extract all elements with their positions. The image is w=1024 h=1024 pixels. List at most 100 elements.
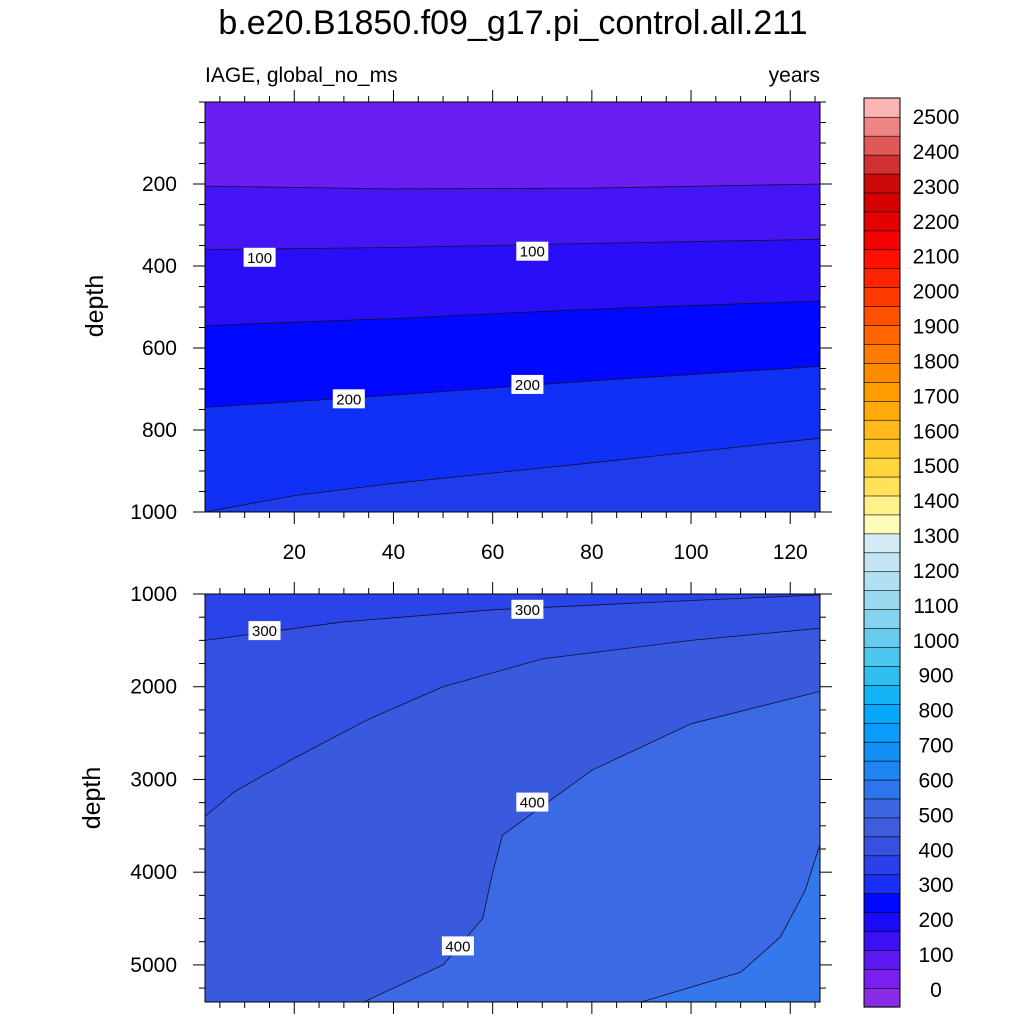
colorbar-label: 2100 [913,246,960,269]
colorbar-box [863,590,901,610]
upper-contour-line [205,300,820,326]
colorbar-box [863,817,901,838]
colorbar-box [863,135,901,156]
upper-xtick-label: 100 [674,541,709,564]
colorbar: 0 100 200 300 400 500 600 700 800 900 1000 1100 1200… [863,97,960,1008]
colorbar-label: 1900 [913,316,960,339]
colorbar-box [863,514,901,535]
colorbar-box [863,287,901,307]
upper-xtick-label: 60 [481,541,504,564]
colorbar-box [863,249,901,270]
colorbar-label: 2400 [913,141,960,164]
lower-ytick-label: 1000 [130,583,177,606]
lower-contour-label: 300 [511,599,544,619]
upper-panel: 100 100 200 200 200 400 600 800 1000 20 40 60 80 100 1… [130,90,832,564]
colorbar-label: 1000 [913,630,960,653]
colorbar-label: 200 [918,909,953,932]
colorbar-label: 0 [930,979,942,1002]
colorbar-box [863,154,901,175]
colorbar-label: 800 [918,700,953,723]
upper-contour-line [205,437,820,512]
colorbar-box [863,741,901,762]
colorbar-label: 1200 [913,560,960,583]
svg-text:100: 100 [247,250,272,267]
colorbar-box [863,646,901,667]
lower-ytick-label: 4000 [130,861,177,884]
colorbar-box [863,343,901,364]
lower-contour-line [641,844,820,1002]
colorbar-box [863,362,901,383]
svg-text:400: 400 [520,795,545,812]
left-string: IAGE, global_no_ms [205,64,398,87]
colorbar-label: 1500 [913,455,960,478]
upper-ylabel: depth [81,275,109,338]
upper-contour-line [205,183,820,190]
upper-xtick-label: 40 [382,541,405,564]
colorbar-box [863,495,901,516]
colorbar-frame [863,97,901,1008]
colorbar-label: 2500 [913,106,960,129]
upper-ytick-label: 600 [142,337,177,360]
colorbar-box [863,893,901,913]
upper-contour-label: 100 [516,241,549,261]
lower-contour-label: 400 [441,936,474,956]
colorbar-box [863,268,901,288]
colorbar-box [863,703,901,724]
colorbar-label: 1700 [913,385,960,408]
colorbar-label: 700 [918,735,953,758]
upper-xtick-label: 80 [580,541,603,564]
colorbar-box [863,419,901,440]
upper-ytick-label: 1000 [130,501,177,524]
lower-frame [204,593,821,1003]
lower-ylabel: depth [78,767,106,830]
colorbar-box [863,400,901,421]
colorbar-box [863,874,901,894]
colorbar-box [863,722,901,743]
colorbar-label: 900 [918,665,953,688]
colorbar-box [863,116,901,137]
svg-text:200: 200 [336,391,361,408]
colorbar-label: 1100 [913,595,958,618]
colorbar-box [863,211,901,232]
colorbar-box [863,381,901,402]
colorbar-box [863,665,901,686]
colorbar-box [863,949,901,970]
svg-text:400: 400 [445,938,470,955]
colorbar-box [863,684,901,705]
colorbar-label: 2300 [913,176,960,199]
upper-ytick-label: 800 [142,419,177,442]
colorbar-label: 1800 [913,350,960,373]
colorbar-box [863,798,901,819]
lower-band [205,594,820,817]
upper-ytick-label: 400 [142,255,177,278]
lower-contour-line [363,691,820,1002]
svg-text:300: 300 [252,623,277,640]
upper-xtick-label: 20 [283,541,306,564]
upper-contour-label: 100 [243,247,276,267]
lower-contour-line [205,627,820,817]
upper-band [205,102,820,189]
upper-contour-line [205,238,820,250]
colorbar-label: 300 [918,874,953,897]
svg-text:300: 300 [515,602,540,619]
colorbar-label: 1600 [913,420,960,443]
colorbar-box [863,779,901,800]
lower-contour-label: 300 [248,621,281,641]
lower-panel: 300 300 400 400 1000 2000 3000 4000 5000 [130,582,832,1014]
upper-contour-label: 200 [332,389,365,409]
colorbar-box [863,571,901,591]
colorbar-box [863,930,901,951]
colorbar-box [863,987,901,1008]
colorbar-label: 2200 [913,211,960,234]
colorbar-label: 2000 [913,281,960,304]
colorbar-label: 100 [918,944,953,967]
colorbar-box [863,609,901,629]
colorbar-box [863,627,901,648]
colorbar-box [863,552,901,573]
colorbar-box [863,306,901,326]
colorbar-label: 500 [918,804,953,827]
svg-text:200: 200 [515,377,540,394]
right-string: years [769,64,820,87]
colorbar-box [863,855,901,876]
